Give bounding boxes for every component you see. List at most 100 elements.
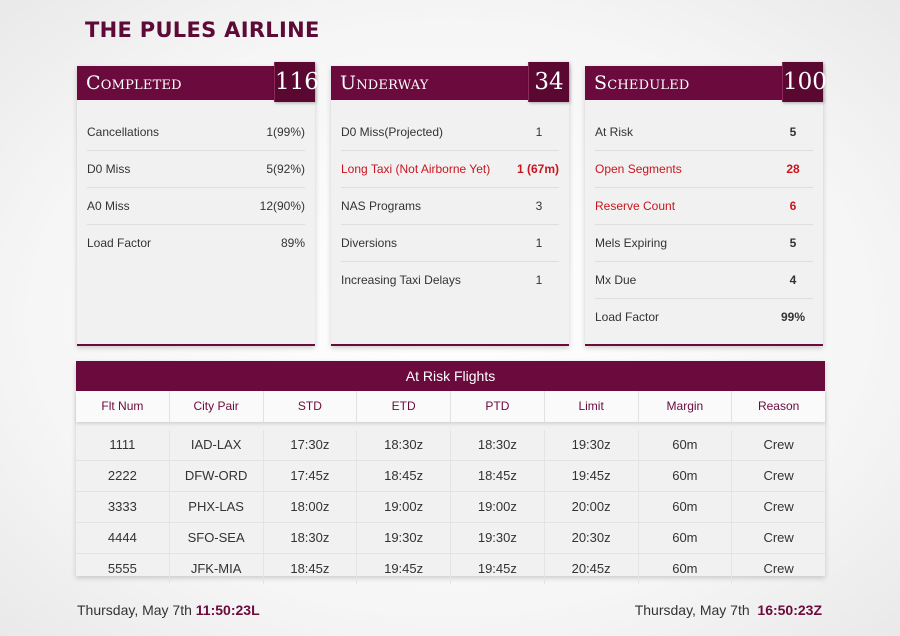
table-row[interactable]: 1111 IAD-LAX 17:30z 18:30z 18:30z 19:30z 60m Cr… (76, 430, 825, 461)
scheduled-card-title: Scheduled (594, 72, 690, 94)
scheduled-metric-row[interactable]: Mels Expiring 5 (595, 225, 813, 262)
metric-label: Mels Expiring (595, 236, 668, 250)
metric-label: Diversions (341, 236, 398, 250)
scheduled-metric-row[interactable]: Mx Due 4 (595, 262, 813, 299)
table-cell: 18:30z (357, 430, 451, 460)
metric-label: Long Taxi (Not Airborne Yet) (341, 162, 491, 176)
scheduled-count: 100 (782, 62, 827, 102)
table-cell: DFW-ORD (170, 461, 264, 491)
table-cell: PHX-LAS (170, 492, 264, 522)
table-cell: 17:45z (264, 461, 358, 491)
column-header[interactable]: Margin (639, 391, 733, 422)
table-cell: IAD-LAX (170, 430, 264, 460)
completed-card-header: Completed 116 (77, 62, 319, 102)
scheduled-card-header: Scheduled 100 (585, 62, 827, 102)
metric-label: Open Segments (595, 162, 682, 176)
table-cell: 19:45z (545, 461, 639, 491)
at-risk-flights-panel: At Risk Flights Flt Num City Pair STD ETD PT… (76, 361, 825, 584)
table-cell: 60m (639, 523, 733, 553)
scheduled-metric-row[interactable]: Open Segments 28 (595, 151, 813, 188)
scheduled-metric-row[interactable]: Reserve Count 6 (595, 188, 813, 225)
table-cell: 19:30z (357, 523, 451, 553)
table-row[interactable]: 2222 DFW-ORD 17:45z 18:45z 18:45z 19:45z 60m Cr… (76, 461, 825, 492)
table-row[interactable]: 5555 JFK-MIA 18:45z 19:45z 19:45z 20:45z 60m Cr… (76, 554, 825, 584)
table-cell: 19:00z (357, 492, 451, 522)
table-row[interactable]: 4444 SFO-SEA 18:30z 19:30z 19:30z 20:30z 60m Cr… (76, 523, 825, 554)
metric-label: At Risk (595, 125, 634, 139)
metric-value: 89% (280, 236, 305, 250)
zulu-time: 16:50:23Z (757, 602, 822, 618)
local-date: Thursday, May 7th (77, 602, 192, 618)
metric-value: 1 (535, 125, 543, 139)
metric-value: 3 (535, 199, 543, 213)
metric-value: 1(99%) (266, 125, 305, 139)
table-cell: 18:30z (264, 523, 358, 553)
table-cell: Crew (763, 437, 794, 452)
table-cell: 60m (639, 461, 733, 491)
column-header[interactable]: Limit (545, 391, 639, 422)
table-cell: 20:45z (545, 554, 639, 584)
metric-value: 12(90%) (259, 199, 305, 213)
metric-label: Load Factor (87, 236, 152, 250)
underway-metric-row[interactable]: Increasing Taxi Delays 1 (341, 262, 559, 298)
column-header[interactable]: City Pair (170, 391, 264, 422)
underway-metric-row[interactable]: Long Taxi (Not Airborne Yet) 1 (67m) (341, 151, 559, 188)
scheduled-metric-row[interactable]: Load Factor 99% (595, 299, 813, 335)
table-cell: 19:30z (451, 523, 545, 553)
table-cell: 20:30z (545, 523, 639, 553)
app-title: THE PULES AIRLINE (85, 18, 320, 42)
completed-metric-row[interactable]: Cancellations 1(99%) (87, 114, 305, 151)
completed-metric-row[interactable]: A0 Miss 12(90%) (87, 188, 305, 225)
completed-metric-row[interactable]: Load Factor 89% (87, 225, 305, 261)
metric-value: 5 (789, 125, 797, 139)
table-cell: 19:30z (545, 430, 639, 460)
table-cell: SFO-SEA (170, 523, 264, 553)
column-header[interactable]: ETD (357, 391, 451, 422)
metric-value: 1 (67m) (516, 162, 559, 176)
completed-card: Completed 116 Cancellations 1(99%) D0 Miss… (77, 62, 319, 346)
table-cell: 18:45z (357, 461, 451, 491)
column-header[interactable]: STD (264, 391, 358, 422)
completed-count: 116 (274, 62, 319, 102)
underway-count: 34 (528, 62, 569, 102)
table-cell: Crew (763, 499, 794, 514)
table-row[interactable]: 3333 PHX-LAS 18:00z 19:00z 19:00z 20:00z 60m Cr… (76, 492, 825, 523)
table-cell: Crew (763, 561, 794, 576)
metric-label: Reserve Count (595, 199, 676, 213)
metric-label: Load Factor (595, 310, 660, 324)
completed-card-title: Completed (86, 72, 182, 94)
scheduled-metric-row[interactable]: At Risk 5 (595, 114, 813, 151)
column-header[interactable]: Reason (757, 399, 800, 413)
zulu-clock: Thursday, May 7th 16:50:23Z (635, 602, 822, 618)
table-cell: 17:30z (264, 430, 358, 460)
metric-label: D0 Miss(Projected) (341, 125, 444, 139)
underway-card-header: Underway 34 (331, 62, 569, 102)
underway-metric-row[interactable]: Diversions 1 (341, 225, 559, 262)
column-header[interactable]: Flt Num (76, 391, 170, 422)
table-cell: 5555 (76, 554, 170, 584)
metric-label: Increasing Taxi Delays (341, 273, 461, 287)
table-cell: 18:45z (264, 554, 358, 584)
completed-metric-row[interactable]: D0 Miss 5(92%) (87, 151, 305, 188)
underway-metric-row[interactable]: D0 Miss(Projected) 1 (341, 114, 559, 151)
table-cell: 18:30z (451, 430, 545, 460)
metric-label: D0 Miss (87, 162, 131, 176)
metric-value: 5(92%) (266, 162, 305, 176)
table-cell: Crew (763, 530, 794, 545)
metric-label: NAS Programs (341, 199, 422, 213)
metric-value: 6 (789, 199, 797, 213)
local-clock: Thursday, May 7th 11:50:23L (77, 602, 260, 618)
at-risk-table-header: Flt Num City Pair STD ETD PTD Limit Margin Reas… (76, 391, 825, 422)
table-cell: 19:00z (451, 492, 545, 522)
metric-value: 5 (789, 236, 797, 250)
metric-value: 4 (789, 273, 797, 287)
table-cell: 60m (639, 492, 733, 522)
metric-label: Cancellations (87, 125, 160, 139)
underway-metrics-list: D0 Miss(Projected) 1 Long Taxi (Not Airbor… (331, 100, 569, 298)
table-cell: 2222 (76, 461, 170, 491)
table-cell: 4444 (76, 523, 170, 553)
underway-card: Underway 34 D0 Miss(Projected) 1 Long Taxi… (331, 62, 569, 346)
column-header[interactable]: PTD (451, 391, 545, 422)
table-cell: 1111 (76, 430, 170, 460)
underway-metric-row[interactable]: NAS Programs 3 (341, 188, 559, 225)
